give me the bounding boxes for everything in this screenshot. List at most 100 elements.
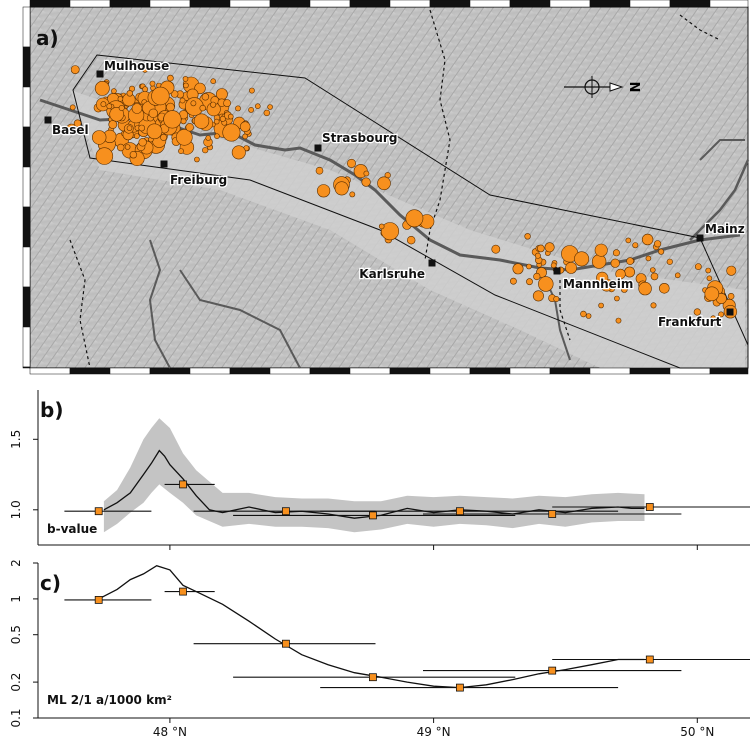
y-tick-label: 0.1 — [9, 708, 23, 727]
earthquake-event — [205, 135, 211, 141]
earthquake-event — [533, 272, 541, 281]
earthquake-event — [73, 119, 82, 128]
city-marker — [160, 160, 168, 168]
city-marker — [44, 116, 52, 124]
earthquake-event — [179, 97, 186, 104]
earthquake-event — [129, 151, 138, 159]
earthquake-event — [178, 148, 184, 154]
earthquake-event — [726, 265, 737, 276]
earthquake-event — [117, 96, 124, 102]
b-x-ticks — [169, 545, 698, 550]
border-check — [349, 0, 391, 8]
earthquake-event — [405, 209, 424, 228]
city-marker — [428, 259, 436, 267]
earthquake-event — [183, 82, 189, 89]
earthquake-event — [377, 176, 391, 191]
border-check — [669, 0, 711, 8]
earthquake-event — [239, 121, 251, 132]
border-north — [424, 9, 451, 261]
north-label: N — [626, 82, 641, 93]
y-tick-label: 2 — [9, 559, 23, 567]
earthquake-event — [645, 255, 652, 262]
border-check — [269, 367, 311, 375]
political-borders — [69, 9, 721, 369]
earthquake-event — [214, 133, 220, 139]
earthquake-event — [591, 254, 607, 269]
data-point — [368, 673, 377, 682]
earthquake-event — [182, 76, 189, 82]
earthquake-event — [596, 271, 609, 285]
earthquake-event — [694, 263, 702, 270]
rate-panel: 0.1 0.2 0.5 1 2 48 °N 49 °N 50 °N c) ML 2/1 a/… — [9, 559, 750, 739]
earthquake-event — [194, 156, 200, 163]
map-border-ticks — [22, 0, 749, 375]
earthquake-event — [248, 107, 254, 113]
earthquake-event — [585, 313, 592, 319]
earthquake-event — [100, 101, 107, 108]
earthquake-event — [536, 244, 545, 253]
earthquake-event — [638, 281, 652, 296]
earthquake-event — [544, 242, 555, 253]
river-west-2 — [179, 269, 301, 369]
y-tick-label: 1.0 — [9, 500, 23, 519]
earthquake-event — [620, 286, 628, 293]
x-tick-label: 49 °N — [417, 725, 451, 739]
confidence-band — [103, 418, 645, 533]
earthquake-event — [614, 295, 620, 302]
earthquake-event — [653, 240, 662, 248]
city-label: Freiburg — [170, 173, 227, 187]
earthquake-event — [612, 249, 620, 257]
earthquake-event — [254, 103, 261, 109]
earthquake-event — [550, 262, 557, 269]
earthquake-event — [565, 261, 577, 274]
data-point — [94, 596, 103, 604]
city-label: Strasbourg — [322, 131, 397, 145]
data-point — [645, 503, 654, 511]
y-tick-label: 0.2 — [9, 673, 23, 692]
earthquake-event — [598, 302, 604, 309]
border-check — [709, 0, 749, 8]
earthquake-event — [106, 103, 113, 110]
panel-label-a: a) — [36, 26, 59, 50]
city-marker — [553, 267, 561, 275]
data-point — [368, 511, 377, 520]
earthquake-event — [626, 257, 634, 265]
border-check — [189, 0, 231, 8]
earthquake-event — [116, 143, 125, 152]
border-check — [549, 367, 591, 375]
border-check — [669, 367, 711, 375]
border-check — [269, 0, 311, 8]
border-check — [509, 0, 551, 8]
earthquake-event — [674, 272, 681, 279]
x-tick-label: 50 °N — [680, 725, 714, 739]
rate-points — [64, 587, 750, 692]
earthquake-event — [138, 138, 147, 147]
earthquake-event — [706, 275, 713, 282]
earthquake-event — [650, 302, 657, 309]
border-check — [469, 0, 511, 8]
earthquake-event — [705, 267, 712, 274]
earthquake-event — [263, 109, 270, 117]
earthquake-event — [185, 123, 194, 132]
border-check — [389, 0, 431, 8]
city-label: Basel — [52, 123, 89, 137]
earthquake-event — [526, 263, 532, 270]
b-value-panel: 1.0 1.5 b) b-value — [9, 390, 750, 550]
earthquake-event — [126, 90, 134, 97]
border-check — [709, 367, 749, 375]
earthquake-event — [131, 103, 143, 114]
border-check — [629, 0, 671, 8]
border-check — [29, 367, 71, 375]
earthquake-event — [160, 133, 168, 141]
main-river — [689, 159, 750, 241]
c-x-ticks: 48 °N 49 °N 50 °N — [153, 718, 714, 739]
earthquake-event — [666, 258, 673, 265]
earthquake-event — [615, 268, 626, 280]
border-check — [229, 0, 271, 8]
earthquake-event — [170, 90, 179, 98]
earthquake-event — [248, 87, 255, 94]
city-label: Mulhouse — [104, 59, 169, 73]
earthquake-event — [66, 123, 78, 135]
border-check — [22, 6, 31, 48]
